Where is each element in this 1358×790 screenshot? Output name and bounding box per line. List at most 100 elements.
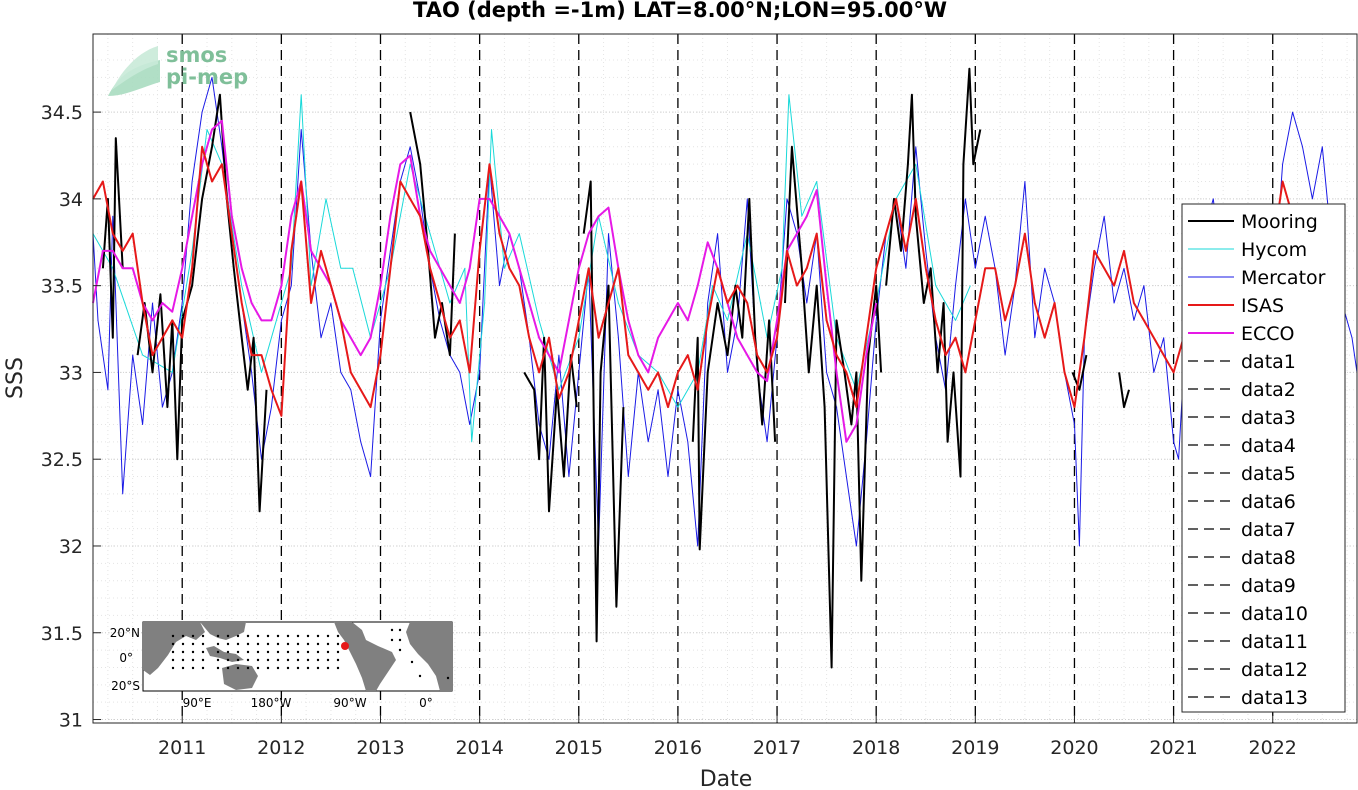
series-line-mooring — [784, 145, 883, 669]
x-axis-ticks: 2011 2012 2013 2014 2015 2016 2017 2018 2019 2020… — [158, 715, 1297, 759]
inset-mooring-dot — [326, 642, 330, 646]
series-line-mooring — [1118, 372, 1130, 409]
inset-mooring-dots — [171, 628, 450, 680]
series-line-mooring — [101, 137, 124, 339]
inset-mooring-dot — [296, 658, 300, 662]
inset-mooring-dot — [246, 666, 250, 670]
inset-mooring-dot — [336, 650, 340, 654]
inset-mooring-dot — [216, 666, 220, 670]
inset-mooring-dot — [286, 658, 290, 662]
y-axis-label: SSS — [3, 357, 28, 399]
x-tick-label: 2019 — [951, 737, 999, 759]
legend-label-data12: data12 — [1241, 659, 1308, 681]
inset-mooring-dot — [326, 634, 330, 638]
inset-mooring-dot — [336, 658, 340, 662]
inset-mooring-dot — [201, 666, 205, 670]
inset-mooring-dot — [296, 650, 300, 654]
inset-mooring-dot — [256, 658, 260, 662]
inset-mooring-dot — [336, 634, 340, 638]
inset-mooring-dot — [276, 666, 280, 670]
inset-mooring-dot — [276, 642, 280, 646]
inset-mooring-dot — [398, 628, 402, 632]
inset-mooring-dot — [256, 634, 260, 638]
inset-lon-label-90e: 90°E — [183, 696, 212, 710]
inset-lat-label-20s: 20°S — [111, 679, 140, 693]
series-line-mooring — [523, 336, 578, 513]
inset-land-americas — [334, 622, 396, 691]
inset-mooring-dot — [171, 658, 175, 662]
plot-area-border — [92, 33, 1358, 724]
legend-label-data2: data2 — [1241, 379, 1296, 401]
x-tick-label: 2012 — [257, 737, 305, 759]
logo-text-pimep: pi-mep — [166, 65, 248, 89]
series-line-mooring — [409, 111, 456, 357]
inset-mooring-dot — [171, 642, 175, 646]
series-line-mercator — [92, 76, 1358, 547]
inset-mooring-dot — [326, 650, 330, 654]
inset-mooring-dot — [236, 642, 240, 646]
legend-label-data3: data3 — [1241, 407, 1296, 429]
inset-mooring-dot — [236, 666, 240, 670]
legend-label-ecco: ECCO — [1241, 323, 1295, 345]
inset-mooring-dot — [191, 642, 195, 646]
inset-land-africa-asia — [143, 622, 205, 675]
inset-mooring-dot — [306, 642, 310, 646]
y-tick-label: 32.5 — [41, 449, 83, 471]
inset-mooring-dot — [191, 666, 195, 670]
chart-title: TAO (depth =-1m) LAT=8.00°N;LON=95.00°W — [413, 0, 947, 22]
inset-mooring-dot — [326, 658, 330, 662]
y-tick-label: 32 — [59, 536, 83, 558]
inset-station-marker — [341, 642, 349, 650]
x-tick-label: 2015 — [555, 737, 603, 759]
inset-mooring-dot — [181, 650, 185, 654]
inset-mooring-dot — [171, 650, 175, 654]
inset-mooring-dot — [256, 650, 260, 654]
x-tick-label: 2016 — [654, 737, 702, 759]
x-tick-label: 2022 — [1249, 737, 1297, 759]
inset-mooring-dot — [171, 634, 175, 638]
inset-mooring-dot — [316, 666, 320, 670]
x-tick-label: 2011 — [158, 737, 206, 759]
x-tick-label: 2014 — [455, 737, 503, 759]
inset-mooring-dot — [246, 658, 250, 662]
inset-mooring-dot — [256, 666, 260, 670]
legend-label-mooring: Mooring — [1241, 211, 1318, 233]
legend-label-mercator: Mercator — [1241, 267, 1326, 289]
y-tick-label: 33.5 — [41, 276, 83, 298]
inset-mooring-dot — [276, 658, 280, 662]
inset-mooring-dot — [266, 642, 270, 646]
series-line-mooring — [136, 93, 268, 513]
inset-mooring-dot — [191, 658, 195, 662]
series-line-mooring — [885, 67, 982, 478]
series-line-hycom — [92, 94, 971, 443]
inset-mooring-dot — [398, 648, 402, 652]
legend-label-data9: data9 — [1241, 575, 1296, 597]
y-tick-label: 31 — [59, 710, 83, 732]
inset-mooring-dot — [226, 642, 230, 646]
inset-mooring-dot — [246, 634, 250, 638]
x-tick-label: 2018 — [852, 737, 900, 759]
inset-land-asia — [200, 622, 246, 640]
inset-mooring-dot — [296, 642, 300, 646]
inset-land-australia — [222, 664, 258, 690]
inset-mooring-dot — [306, 666, 310, 670]
inset-mooring-dot — [236, 634, 240, 638]
inset-mooring-dot — [390, 638, 394, 642]
legend-label-data8: data8 — [1241, 547, 1296, 569]
inset-map: 20°N 0° 20°S 90°E 180°W 90°W 0° — [110, 621, 453, 710]
legend-label-data5: data5 — [1241, 463, 1296, 485]
inset-mooring-dot — [336, 642, 340, 646]
legend-box — [1181, 203, 1346, 713]
series-line-isas — [92, 145, 1304, 417]
inset-mooring-dot — [446, 676, 450, 680]
x-tick-label: 2020 — [1050, 737, 1098, 759]
y-axis-ticks: 31 31.5 32 32.5 33 33.5 34 34.5 — [41, 102, 101, 732]
inset-mooring-dot — [418, 674, 422, 678]
inset-mooring-dot — [316, 634, 320, 638]
inset-mooring-dot — [216, 634, 220, 638]
inset-land-west-africa — [406, 622, 452, 691]
inset-mooring-dot — [316, 658, 320, 662]
inset-mooring-dot — [326, 666, 330, 670]
x-axis-label: Date — [700, 767, 753, 790]
inset-mooring-dot — [266, 658, 270, 662]
